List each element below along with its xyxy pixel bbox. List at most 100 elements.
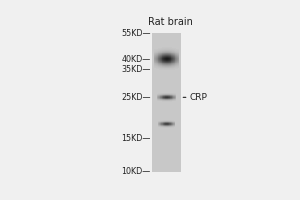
Bar xyxy=(163,56,164,57)
Bar xyxy=(178,53,179,54)
Bar xyxy=(160,57,161,58)
Bar xyxy=(155,54,156,55)
Bar xyxy=(178,67,179,68)
Bar xyxy=(165,63,166,64)
Bar xyxy=(161,58,162,59)
Bar xyxy=(160,61,161,62)
Bar xyxy=(174,64,175,65)
Bar xyxy=(158,52,159,53)
Bar xyxy=(157,52,158,53)
Bar xyxy=(160,56,161,57)
Bar xyxy=(174,52,175,53)
Bar xyxy=(162,51,163,52)
Bar xyxy=(165,58,166,59)
Bar xyxy=(163,62,164,63)
Bar xyxy=(177,60,178,61)
Bar xyxy=(164,50,165,51)
Bar xyxy=(158,56,159,57)
Bar xyxy=(168,57,169,58)
Bar xyxy=(154,66,155,67)
Bar xyxy=(166,60,167,61)
Bar xyxy=(162,48,163,49)
Bar xyxy=(156,49,157,50)
Bar xyxy=(172,61,173,62)
Bar xyxy=(178,60,179,61)
Bar xyxy=(167,54,168,55)
Bar xyxy=(164,59,165,60)
Bar xyxy=(156,67,157,68)
Bar xyxy=(161,48,162,49)
Text: 15KD—: 15KD— xyxy=(121,134,151,143)
Text: 55KD—: 55KD— xyxy=(121,29,151,38)
Bar xyxy=(159,49,160,50)
Bar xyxy=(176,60,177,61)
Bar xyxy=(172,57,173,58)
Bar xyxy=(171,50,172,51)
Bar xyxy=(176,62,177,63)
Bar xyxy=(176,63,177,64)
Bar xyxy=(162,53,163,54)
Bar xyxy=(178,66,179,67)
Text: CRP: CRP xyxy=(189,93,207,102)
Bar xyxy=(178,56,179,57)
Bar xyxy=(157,62,158,63)
Bar xyxy=(168,66,169,67)
Bar xyxy=(155,55,156,56)
Bar xyxy=(168,58,169,59)
Bar xyxy=(176,51,177,52)
Bar xyxy=(160,55,161,56)
Bar xyxy=(165,47,166,48)
Bar xyxy=(163,59,164,60)
Bar xyxy=(161,69,162,70)
Bar xyxy=(157,49,158,50)
Bar xyxy=(162,68,163,69)
Bar xyxy=(163,68,164,69)
Bar xyxy=(155,52,156,53)
Text: 35KD—: 35KD— xyxy=(121,65,151,74)
Bar xyxy=(174,62,175,63)
Bar xyxy=(164,52,165,53)
Bar xyxy=(173,53,174,54)
Bar xyxy=(177,54,178,55)
Bar xyxy=(164,61,165,62)
Bar xyxy=(171,57,172,58)
Bar xyxy=(172,64,173,65)
Bar xyxy=(170,62,171,63)
Bar xyxy=(170,66,171,67)
Bar xyxy=(157,55,158,56)
Bar xyxy=(166,53,167,54)
Bar xyxy=(163,55,164,56)
Bar xyxy=(155,49,156,50)
Bar xyxy=(157,53,158,54)
Bar xyxy=(169,62,170,63)
Bar xyxy=(164,62,165,63)
Bar xyxy=(166,68,167,69)
Bar xyxy=(177,57,178,58)
Bar xyxy=(167,63,168,64)
Bar xyxy=(162,50,163,51)
Bar xyxy=(159,50,160,51)
Bar xyxy=(167,47,168,48)
Bar xyxy=(156,66,157,67)
Bar xyxy=(167,68,168,69)
Bar xyxy=(168,59,169,60)
Bar xyxy=(158,59,159,60)
Bar xyxy=(172,62,173,63)
Bar xyxy=(167,50,168,51)
Bar xyxy=(164,57,165,58)
Bar xyxy=(155,65,156,66)
Bar xyxy=(156,59,157,60)
Bar xyxy=(170,49,171,50)
Bar xyxy=(176,61,177,62)
Bar xyxy=(159,51,160,52)
Bar xyxy=(172,65,173,66)
Bar xyxy=(170,47,171,48)
Bar xyxy=(170,58,171,59)
Bar xyxy=(165,69,166,70)
Bar xyxy=(172,63,173,64)
Bar xyxy=(167,58,168,59)
Bar xyxy=(171,47,172,48)
Bar xyxy=(155,59,156,60)
Bar xyxy=(164,69,165,70)
Bar xyxy=(165,53,166,54)
